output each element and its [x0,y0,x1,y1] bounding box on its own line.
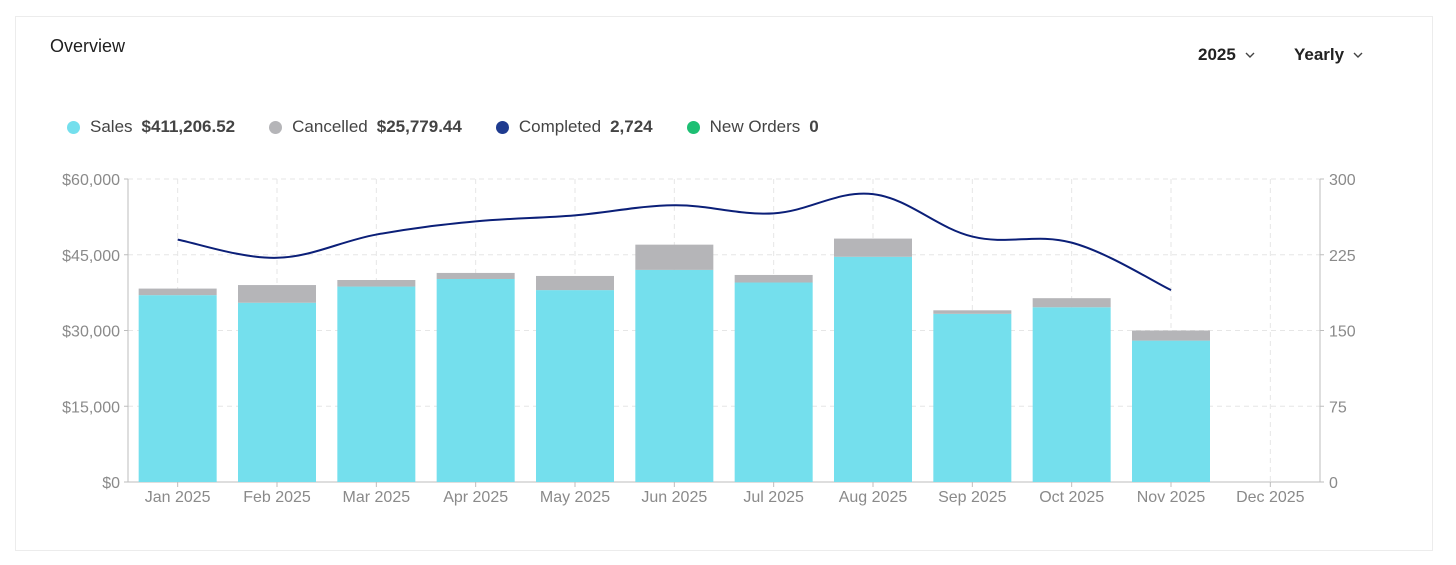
x-axis-tick-label: Feb 2025 [243,489,311,506]
right-axis-tick-label: 300 [1329,172,1356,189]
x-axis-tick-label: Mar 2025 [343,489,411,506]
chevron-down-icon [1353,52,1363,58]
sales-bar [536,290,614,482]
year-dropdown-label: 2025 [1198,45,1236,64]
x-axis-tick-label: Jun 2025 [641,489,707,506]
cancelled-bar [1032,298,1111,308]
period-dropdown[interactable]: Yearly [1294,45,1364,65]
period-dropdown-label: Yearly [1294,45,1345,64]
completed-dot-icon [495,120,509,134]
left-axis-tick-label: $60,000 [62,172,120,189]
legend-label: Completed [518,117,602,136]
x-axis-tick-label: Jan 2025 [145,489,211,506]
right-axis-tick-label: 225 [1329,248,1356,265]
page-title: Overview [50,36,126,56]
legend-value: $411,206.52 [141,117,236,136]
chart-legend: Sales $411,206.52 Cancelled $25,779.44 C… [67,117,853,137]
right-axis-tick-label: 150 [1329,324,1356,341]
sales-bar [1032,307,1111,482]
new-orders-dot-icon [686,120,700,134]
cancelled-bar [337,280,416,287]
year-dropdown[interactable]: 2025 [1198,45,1256,65]
left-axis-tick-label: $30,000 [62,324,120,341]
legend-label: New Orders [709,117,801,136]
sales-bar [337,286,416,482]
legend-label: Cancelled [292,117,368,136]
cancelled-bar [834,238,912,257]
sales-bar [138,295,217,482]
sales-bar [734,282,813,482]
legend-label: Sales [90,117,133,136]
cancelled-bar [536,275,614,291]
cancelled-bar [734,274,813,283]
legend-value: $25,779.44 [376,117,462,136]
sales-dot-icon [67,120,80,134]
sales-bar [436,278,515,482]
sales-bar [834,256,912,482]
right-axis-tick-label: 75 [1329,399,1347,416]
x-axis-tick-label: Apr 2025 [443,489,508,506]
completed-line [177,192,1172,292]
x-axis-tick-label: Aug 2025 [839,489,908,506]
sales-bar [1132,340,1210,482]
legend-item-sales[interactable]: Sales $411,206.52 [67,117,235,137]
legend-value: 2,724 [610,117,653,136]
left-axis-tick-label: $15,000 [62,399,120,416]
x-axis-tick-label: Sep 2025 [938,489,1007,506]
cancelled-dot-icon [269,120,283,134]
legend-item-cancelled[interactable]: Cancelled $25,779.44 [269,117,462,137]
cancelled-bar [635,244,714,270]
chevron-down-icon [1245,52,1255,58]
x-axis-tick-label: Nov 2025 [1137,489,1206,506]
x-axis-tick-label: Jul 2025 [743,489,804,506]
x-axis-tick-label: Oct 2025 [1039,489,1104,506]
sales-bar [238,302,316,482]
legend-item-new-orders[interactable]: New Orders 0 [686,117,819,137]
cancelled-bar [933,310,1012,314]
cancelled-bar [238,285,316,303]
cancelled-bar [436,272,515,279]
legend-value: 0 [809,117,819,136]
x-axis-tick-label: May 2025 [540,489,610,506]
x-axis-tick-label: Dec 2025 [1236,489,1305,506]
cancelled-bar [138,288,217,296]
left-axis-tick-label: $45,000 [62,248,120,265]
right-axis-tick-label: 0 [1329,475,1338,492]
sales-bar [635,269,714,482]
sales-bar [933,313,1012,482]
legend-item-completed[interactable]: Completed 2,724 [495,117,653,137]
cancelled-bar [1132,330,1210,341]
left-axis-tick-label: $0 [102,475,120,492]
